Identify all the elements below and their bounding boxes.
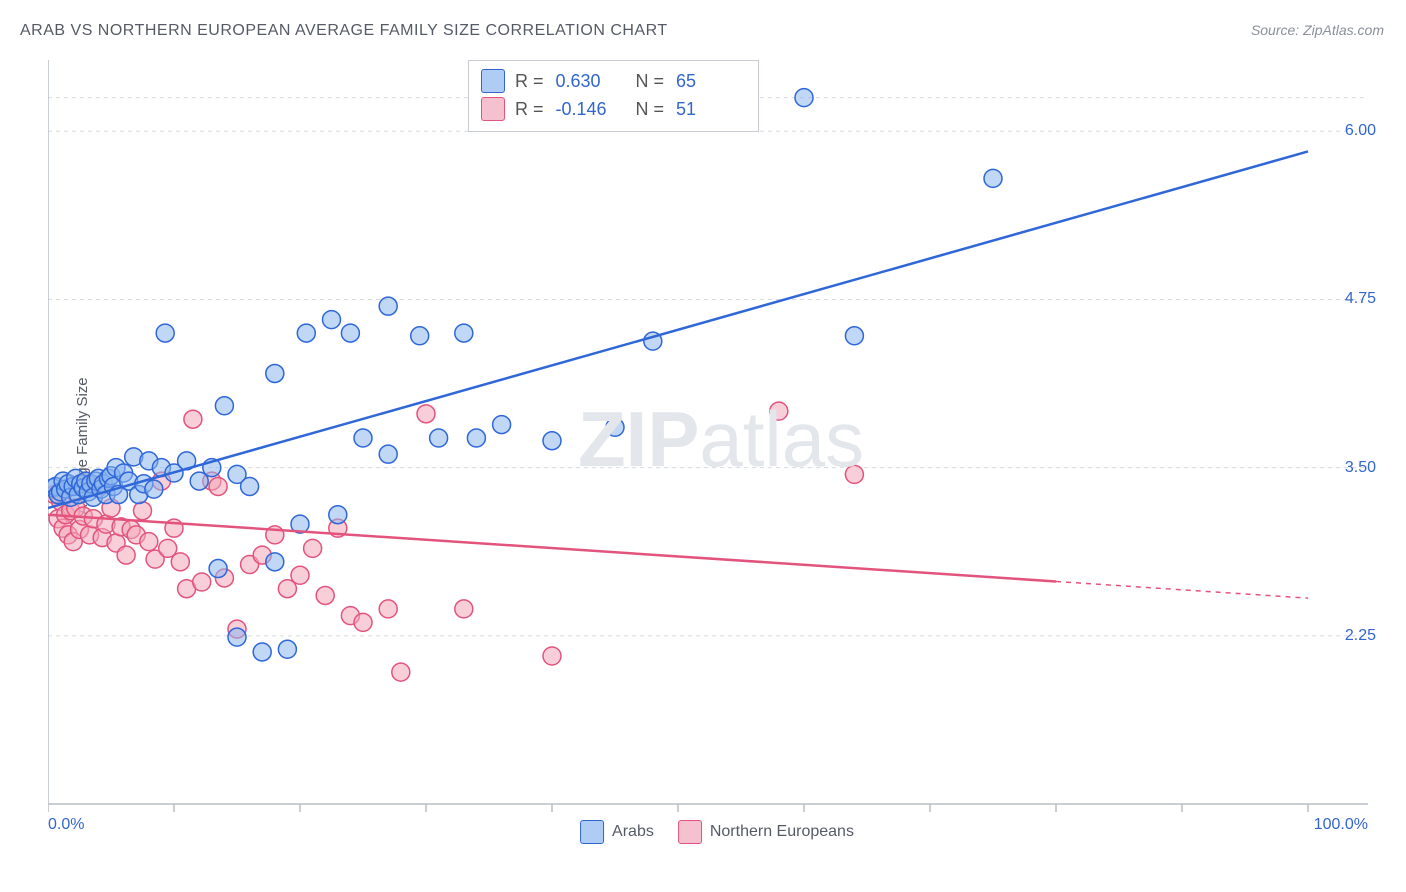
legend-n-value: 51: [676, 99, 746, 120]
series-legend: Arabs Northern Europeans: [580, 820, 854, 844]
y-tick-label: 4.75: [1345, 290, 1376, 308]
x-tick-label: 100.0%: [1314, 816, 1368, 834]
plot-area: ZIPatlas R =0.630N =65R =-0.146N =51 Ara…: [48, 54, 1386, 842]
legend-r-value: -0.146: [556, 99, 626, 120]
legend-n-value: 65: [676, 71, 746, 92]
correlation-legend: R = 0.630 N = 65 R = -0.146 N = 51: [468, 60, 759, 132]
x-tick-label: 0.0%: [48, 816, 84, 834]
chart-title: ARAB VS NORTHERN EUROPEAN AVERAGE FAMILY…: [20, 22, 668, 40]
series-legend-item: Northern Europeans: [678, 820, 854, 844]
legend-swatch: [580, 820, 604, 844]
scatter-plot-svg: [48, 54, 1386, 842]
legend-r-value: 0.630: [556, 71, 626, 92]
y-tick-label: 3.50: [1345, 459, 1376, 477]
chart-source: Source: ZipAtlas.com: [1251, 22, 1384, 38]
correlation-legend-row: R = 0.630 N = 65: [481, 67, 746, 95]
legend-n-label: N =: [636, 99, 665, 120]
legend-n-label: N =: [636, 71, 665, 92]
y-tick-label: 6.00: [1345, 122, 1376, 140]
correlation-legend-row: R = -0.146 N = 51: [481, 95, 746, 123]
legend-swatch: [481, 69, 505, 93]
series-legend-label: Arabs: [612, 823, 654, 841]
series-legend-item: Arabs: [580, 820, 654, 844]
legend-r-label: R =: [515, 99, 544, 120]
legend-swatch: [481, 97, 505, 121]
series-legend-label: Northern Europeans: [710, 823, 854, 841]
legend-r-label: R =: [515, 71, 544, 92]
y-tick-label: 2.25: [1345, 627, 1376, 645]
legend-swatch: [678, 820, 702, 844]
